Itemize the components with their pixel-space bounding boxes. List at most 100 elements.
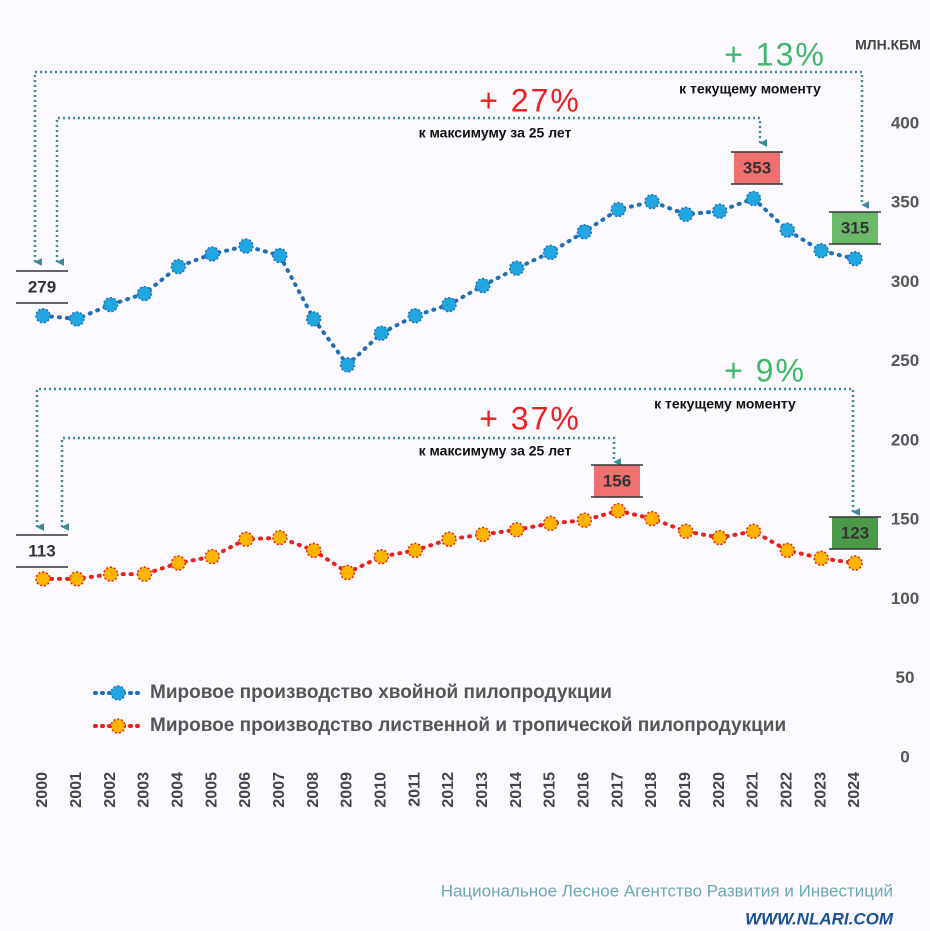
data-point	[711, 203, 728, 219]
data-point	[69, 571, 85, 587]
data-point	[238, 238, 254, 254]
data-point	[102, 566, 119, 582]
value-label: 279	[28, 277, 56, 296]
data-point	[35, 571, 51, 587]
annotation-text: + 9%	[724, 352, 806, 388]
legend-label: Мировое производство хвойной пилопродукц…	[150, 682, 612, 703]
data-point	[170, 258, 187, 275]
legend-label: Мировое производство лиственной и тропич…	[150, 715, 786, 736]
data-point	[136, 566, 153, 582]
x-tick-label: 2012	[440, 772, 457, 808]
value-label: 315	[841, 218, 869, 237]
x-tick-label: 2005	[203, 772, 220, 808]
data-point	[339, 357, 356, 373]
y-tick-label: 0	[900, 747, 909, 766]
x-tick-label: 2008	[305, 772, 322, 808]
data-point	[847, 250, 863, 267]
x-tick-label: 2014	[508, 772, 525, 808]
data-point	[373, 325, 390, 341]
value-label: 123	[841, 523, 869, 542]
data-point	[508, 260, 525, 276]
value-label: 353	[743, 158, 771, 177]
value-label-box	[832, 517, 878, 549]
data-point	[407, 542, 423, 559]
value-label-box	[734, 152, 780, 184]
data-point	[542, 515, 559, 532]
x-tick-label: 2000	[34, 772, 51, 808]
x-tick-label: 2022	[779, 772, 796, 808]
data-point	[102, 296, 119, 313]
annotation-bracket	[33, 70, 870, 266]
series-line	[41, 196, 857, 368]
data-point	[272, 529, 288, 546]
data-point	[204, 548, 220, 565]
data-point	[813, 550, 829, 567]
data-point	[35, 308, 51, 324]
annotation-text: + 27%	[479, 82, 581, 118]
data-point	[475, 277, 491, 294]
data-point	[508, 522, 525, 538]
data-point	[407, 308, 423, 324]
x-tick-label: 2019	[677, 772, 694, 808]
data-point	[847, 555, 863, 571]
data-point	[711, 529, 728, 546]
x-tick-label: 2006	[237, 772, 254, 808]
data-point	[644, 510, 660, 527]
data-point	[745, 190, 762, 207]
x-tick-label: 2009	[339, 772, 356, 808]
x-tick-label: 2011	[406, 772, 423, 807]
x-tick-label: 2013	[474, 772, 491, 808]
legend-marker	[110, 718, 126, 734]
y-tick-label: 400	[891, 113, 919, 132]
data-point	[610, 201, 626, 218]
x-tick-label: 2024	[846, 772, 863, 808]
y-tick-label: 200	[891, 430, 919, 449]
annotation-subtext: к текущему моменту	[679, 81, 821, 97]
y-tick-label: 300	[891, 272, 919, 291]
data-point	[373, 548, 390, 565]
x-tick-label: 2018	[643, 772, 660, 808]
data-point	[678, 523, 694, 540]
x-tick-label: 2015	[542, 772, 559, 808]
data-point	[272, 247, 288, 264]
data-point	[542, 244, 559, 261]
x-tick-label: 2003	[136, 772, 153, 808]
data-point	[69, 311, 85, 327]
x-tick-label: 2010	[373, 772, 390, 808]
data-point	[441, 296, 457, 313]
x-tick-label: 2004	[170, 772, 187, 808]
annotation-subtext: к текущему моменту	[654, 396, 796, 412]
data-point	[576, 224, 593, 240]
x-tick-label: 2001	[68, 772, 85, 808]
legend-marker	[110, 685, 126, 701]
unit-label: МЛН.КБМ	[855, 37, 921, 53]
data-point	[745, 523, 762, 540]
y-tick-label: 150	[891, 510, 919, 529]
footer-website: WWW.NLARI.COM	[745, 909, 894, 928]
annotation-subtext: к максимуму за 25 лет	[419, 125, 572, 141]
value-label-box	[594, 465, 640, 497]
annotation-bracket	[35, 387, 861, 531]
y-tick-label: 100	[891, 589, 919, 608]
x-tick-label: 2016	[576, 772, 593, 808]
data-point	[170, 555, 187, 571]
x-tick-label: 2020	[711, 772, 728, 808]
data-point	[813, 243, 829, 259]
y-tick-label: 350	[891, 193, 919, 212]
footer-organization: Национальное Лесное Агентство Развития и…	[441, 881, 893, 900]
annotation-bracket	[60, 436, 622, 531]
value-label: 113	[28, 541, 55, 560]
data-point	[238, 531, 254, 548]
x-tick-label: 2023	[812, 772, 829, 808]
value-label: 156	[603, 471, 631, 490]
data-point	[475, 526, 491, 543]
data-point	[576, 512, 593, 528]
data-point	[441, 531, 457, 548]
y-tick-label: 250	[891, 351, 919, 370]
data-point	[610, 502, 626, 519]
annotation-bracket	[55, 116, 768, 266]
x-tick-label: 2002	[102, 772, 119, 808]
data-point	[204, 246, 220, 262]
x-tick-label: 2021	[745, 772, 762, 808]
